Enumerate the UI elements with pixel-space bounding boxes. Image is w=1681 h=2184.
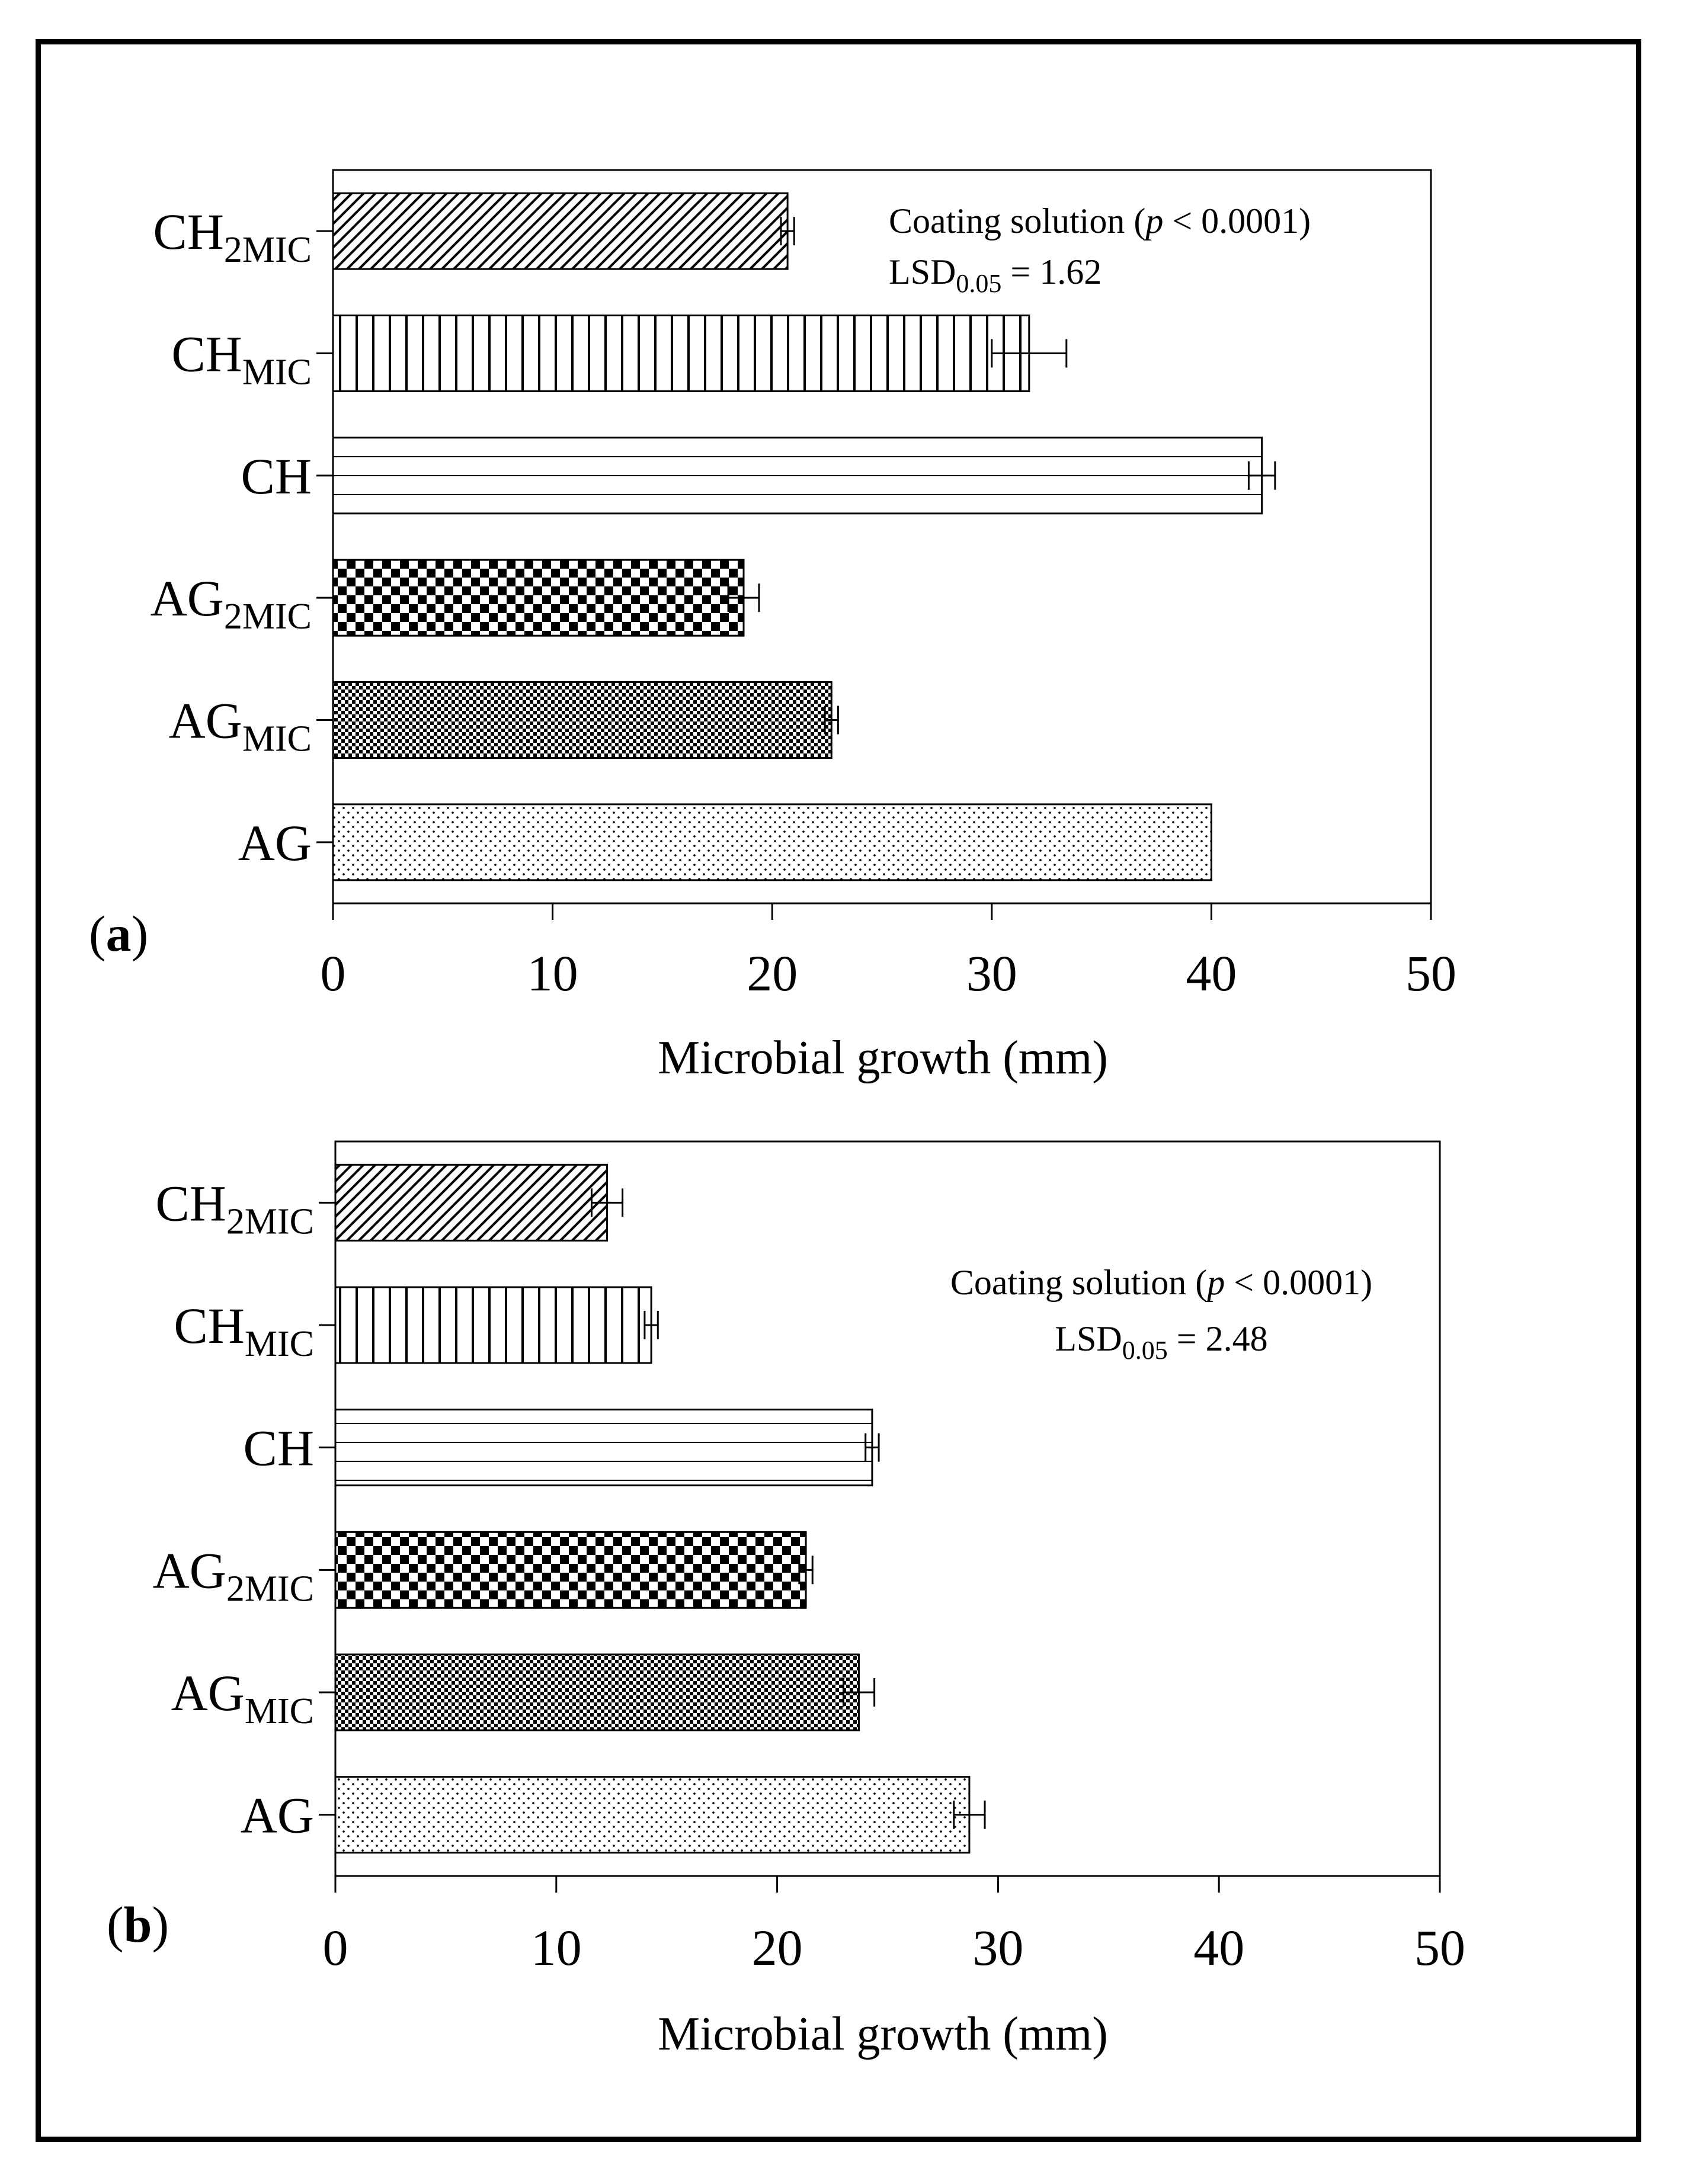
bar	[332, 315, 1030, 392]
x-tick-label: 40	[1186, 945, 1237, 1002]
y-category-label: AGMIC	[171, 1665, 314, 1731]
plot-area	[334, 1140, 1441, 1877]
annotation-significance: Coating solution (p < 0.0001)	[950, 1263, 1372, 1302]
annotation-significance: Coating solution (p < 0.0001)	[889, 201, 1311, 240]
y-category-label: AGMIC	[169, 692, 312, 759]
x-axis-title: Microbial growth (mm)	[658, 1032, 1108, 1084]
x-tick-label: 0	[323, 1919, 348, 1976]
y-category-label: AG2MIC	[151, 570, 312, 637]
annotation-lsd: LSD0.05 = 2.48	[1055, 1319, 1267, 1365]
annotation-lsd: LSD0.05 = 1.62	[889, 252, 1102, 298]
x-tick-label: 30	[972, 1919, 1023, 1976]
bar	[334, 1776, 971, 1854]
figure-frame	[36, 39, 1641, 2142]
bar	[332, 803, 1212, 881]
x-tick-label: 50	[1414, 1919, 1465, 1976]
x-tick-label: 10	[527, 945, 578, 1002]
y-category-label: CH2MIC	[155, 1175, 314, 1242]
bar	[332, 559, 745, 637]
bar	[334, 1409, 873, 1487]
bar	[334, 1531, 807, 1609]
x-tick-label: 0	[321, 945, 346, 1002]
y-category-label: AG	[238, 814, 312, 871]
x-tick-label: 20	[752, 1919, 803, 1976]
bar	[332, 437, 1263, 515]
y-category-label: AG	[241, 1787, 314, 1844]
bar	[334, 1653, 860, 1731]
x-axis-title: Microbial growth (mm)	[658, 2008, 1108, 2060]
x-tick-label: 20	[747, 945, 798, 1002]
y-category-label: AG2MIC	[153, 1542, 314, 1609]
y-category-label: CH	[241, 448, 312, 505]
x-tick-label: 50	[1405, 945, 1456, 1002]
panel-label: (b)	[107, 1896, 169, 1953]
bar	[332, 681, 833, 759]
bar	[334, 1163, 609, 1242]
y-category-label: CHMIC	[174, 1297, 314, 1364]
plot-area	[332, 169, 1432, 905]
x-tick-label: 40	[1193, 1919, 1244, 1976]
chart-b: 0 10 20 30 40 50 CH2MIC CHMIC CH AG2MIC AGMIC AG Mic…	[107, 1140, 1465, 2060]
chart-a: 0 10 20 30 40 50 CH2MIC CHMIC CH AG2MIC AGMIC AG Mic…	[89, 169, 1456, 1084]
y-category-label: CH2MIC	[153, 203, 312, 270]
y-category-label: CHMIC	[171, 326, 312, 393]
bar	[334, 1286, 652, 1364]
x-tick-label: 10	[531, 1919, 582, 1976]
x-tick-label: 30	[966, 945, 1017, 1002]
panel-label: (a)	[89, 905, 148, 962]
y-category-label: CH	[244, 1420, 314, 1477]
bar	[332, 192, 789, 270]
